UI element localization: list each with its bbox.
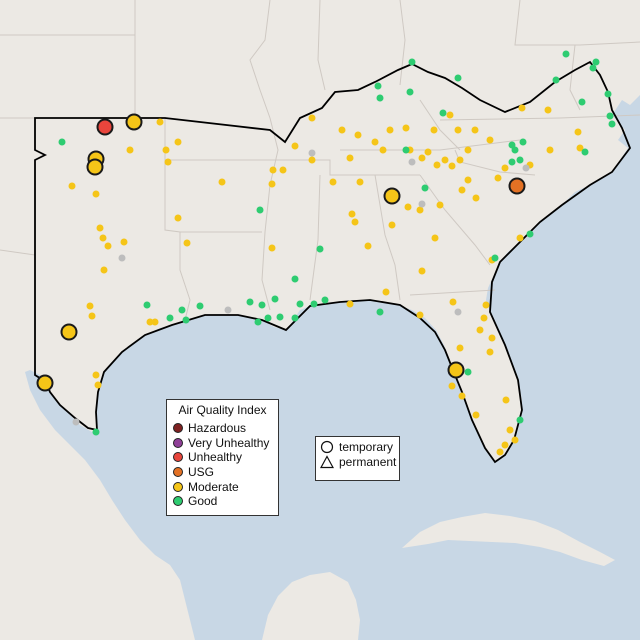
legend-label: Hazardous bbox=[188, 421, 247, 436]
region-outline bbox=[34, 60, 632, 464]
legend-label: USG bbox=[188, 465, 215, 480]
hazardous-swatch bbox=[173, 423, 183, 434]
legend-label: Very Unhealthy bbox=[188, 435, 270, 450]
marker-moderate bbox=[60, 323, 78, 341]
marker-usg bbox=[508, 177, 526, 195]
good-swatch bbox=[173, 496, 183, 507]
marker-moderate bbox=[383, 187, 401, 205]
legend-item-moderate: Moderate bbox=[167, 479, 278, 494]
unhealthy-swatch bbox=[173, 452, 183, 463]
moderate-swatch bbox=[173, 481, 183, 492]
aqi-legend: Air Quality Index Hazardous Very Unhealt… bbox=[166, 399, 279, 516]
cuba bbox=[402, 513, 615, 566]
legend-label: Unhealthy bbox=[188, 450, 243, 465]
shape-label-temporary: temporary bbox=[339, 440, 394, 455]
marker-moderate bbox=[86, 158, 104, 176]
shape-label-permanent: permanent bbox=[339, 454, 397, 469]
very-unhealthy-swatch bbox=[173, 437, 183, 448]
marker-moderate bbox=[125, 113, 143, 131]
yucatan-peninsula bbox=[262, 572, 360, 640]
small-sensor-markers bbox=[58, 50, 616, 456]
triangle-icon bbox=[320, 455, 334, 468]
state-borders bbox=[0, 0, 640, 321]
legend-title: Air Quality Index bbox=[178, 403, 267, 417]
marker-moderate bbox=[447, 361, 465, 379]
legend-label: Moderate bbox=[188, 479, 239, 494]
legend-item-good: Good bbox=[167, 494, 278, 509]
legend-item-hazardous: Hazardous bbox=[167, 421, 278, 436]
legend-label: Good bbox=[188, 494, 218, 509]
circle-icon bbox=[320, 441, 334, 454]
shape-legend-temporary: temporary bbox=[316, 440, 399, 455]
marker-unhealthy bbox=[96, 118, 114, 136]
shape-legend: temporary permanent bbox=[315, 436, 400, 481]
legend-item-unhealthy: Unhealthy bbox=[167, 450, 278, 465]
marker-moderate bbox=[36, 374, 54, 392]
large-sensor-markers bbox=[36, 113, 526, 392]
legend-item-very-unhealthy: Very Unhealthy bbox=[167, 436, 278, 451]
legend-item-usg: USG bbox=[167, 465, 278, 480]
shape-legend-permanent: permanent bbox=[316, 455, 399, 470]
usg-swatch bbox=[173, 467, 183, 478]
